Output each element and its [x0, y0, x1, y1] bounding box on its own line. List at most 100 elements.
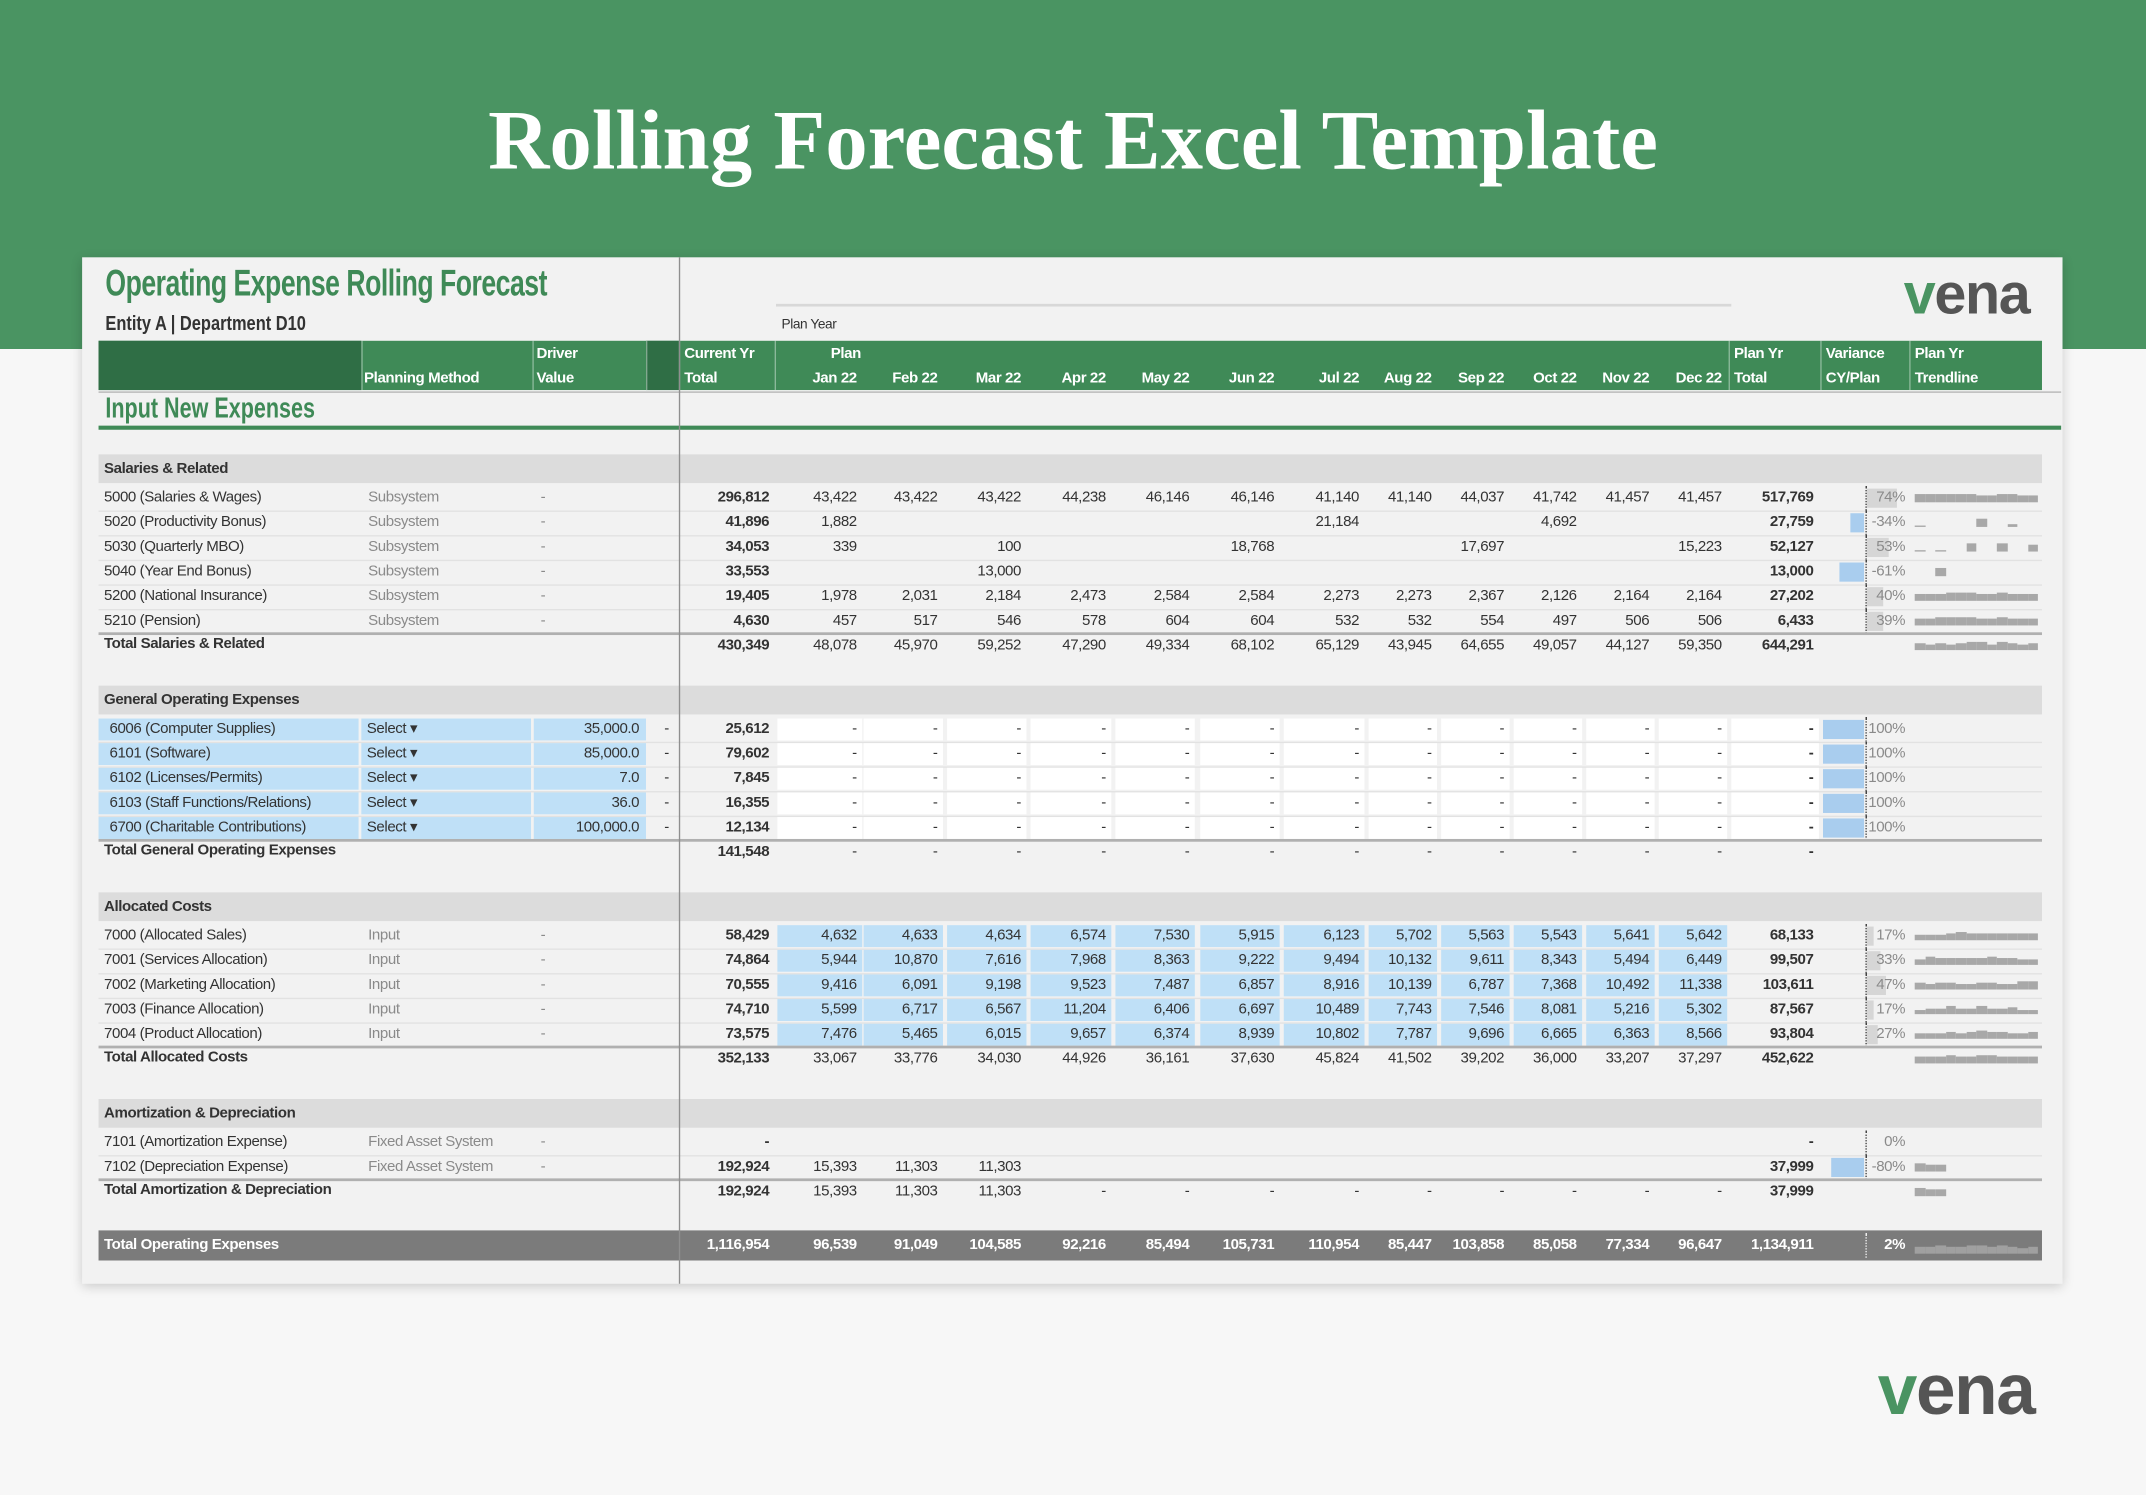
sparkline-bar — [1924, 494, 1936, 503]
month-value: 2,164 — [1613, 587, 1650, 605]
sparkline-bar — [1996, 593, 2008, 601]
sparkline-bar — [1986, 957, 1997, 965]
month-cell — [1368, 817, 1438, 839]
month-cell — [947, 925, 1027, 948]
planning-method: Subsystem — [368, 489, 439, 506]
month-cell — [1200, 743, 1280, 766]
sparkline-bar — [1976, 982, 1987, 990]
month-cell — [1283, 767, 1365, 790]
column-header: Variance — [1825, 345, 1885, 363]
month-value: - — [1269, 720, 1275, 738]
month-value: - — [1426, 794, 1432, 811]
plan-total: 13,000 — [1769, 563, 1814, 580]
month-cell — [947, 949, 1027, 972]
plan-total: 37,999 — [1769, 1158, 1814, 1175]
input-cell — [98, 767, 359, 790]
group-title: General Operating Expenses — [104, 691, 300, 709]
month-value: 4,632 — [821, 927, 857, 944]
month-total: - — [1499, 843, 1505, 861]
month-value: 10,870 — [893, 951, 938, 969]
planning-method: Input — [368, 1001, 400, 1018]
sparkline-bar — [1986, 1008, 1997, 1015]
logo: vena — [1903, 261, 2031, 326]
month-total: 77,334 — [1605, 1236, 1650, 1253]
sparkline-bar — [1935, 593, 1946, 601]
sparkline-bar — [1924, 594, 1936, 601]
sparkline-bar — [1976, 1006, 1987, 1015]
total-label: Total Amortization & Depreciation — [104, 1181, 332, 1199]
plan-year-rule — [776, 303, 1732, 307]
sparkline-bar — [1935, 958, 1946, 965]
month-value: 532 — [1335, 612, 1360, 629]
month-header: Nov 22 — [1602, 370, 1650, 387]
month-value: 5,915 — [1238, 927, 1275, 944]
month-total: 34,030 — [977, 1050, 1021, 1067]
month-value: 41,457 — [1678, 489, 1722, 506]
month-cell — [863, 974, 943, 997]
month-cell — [1586, 718, 1655, 741]
input-cell — [533, 718, 646, 741]
row-rule — [98, 973, 2042, 975]
month-total: 41,502 — [1387, 1050, 1432, 1067]
month-cell — [1283, 974, 1365, 997]
month-value: - — [1717, 720, 1722, 738]
sparkline-bar — [1935, 934, 1946, 941]
month-total: - — [1354, 843, 1360, 861]
month-value: - — [1269, 769, 1275, 787]
month-value: - — [932, 819, 938, 836]
sparkline-bar — [1976, 642, 1987, 651]
month-value: - — [1354, 745, 1360, 762]
current-year-total: 192,924 — [717, 1158, 770, 1175]
plan-total: - — [1808, 745, 1814, 762]
month-total: 47,290 — [1062, 637, 1106, 654]
month-value: 2,473 — [1070, 587, 1106, 605]
month-cell — [777, 743, 863, 766]
sheet-title: Operating Expense Rolling Forecast — [105, 262, 547, 304]
month-value: 2,584 — [1238, 587, 1275, 605]
sparkline-bar — [1966, 494, 1977, 503]
current-year-total: 430,349 — [717, 637, 770, 654]
month-value: 5,944 — [821, 951, 857, 969]
header-separator — [361, 340, 363, 391]
month-total: 85,058 — [1533, 1236, 1577, 1253]
header-separator — [1728, 340, 1730, 391]
month-value: 7,968 — [1070, 951, 1106, 969]
variance-bar — [1823, 793, 1865, 813]
sparkline-bar — [2007, 1007, 2018, 1015]
month-cell — [1658, 949, 1728, 972]
row-rule — [98, 741, 2042, 744]
month-value: - — [1644, 819, 1650, 836]
month-value: 6,406 — [1153, 1001, 1190, 1018]
month-cell — [947, 999, 1027, 1021]
month-value: 15,223 — [1678, 538, 1722, 555]
current-year-total: 141,548 — [717, 843, 770, 861]
sparkline-bar — [1966, 641, 1977, 651]
group-title: Amortization & Depreciation — [104, 1105, 296, 1122]
month-value: - — [1269, 794, 1275, 811]
month-cell — [947, 767, 1027, 790]
sparkline-bar — [1986, 644, 1997, 651]
month-cell — [1658, 925, 1728, 948]
sparkline-bar — [2027, 494, 2038, 503]
month-value: 41,457 — [1605, 489, 1650, 506]
month-cell — [1030, 792, 1112, 815]
plan-cell — [1731, 767, 1819, 790]
month-value: 6,787 — [1468, 976, 1505, 993]
month-value: 10,489 — [1315, 1001, 1360, 1018]
variance-bar — [1866, 1000, 1874, 1020]
sparkline-bar — [1955, 494, 1967, 503]
month-cell — [1368, 974, 1438, 997]
month-cell — [1030, 999, 1112, 1021]
month-cell — [863, 949, 943, 972]
sparkline-bar — [2027, 618, 2038, 626]
month-value: - — [852, 794, 857, 811]
month-cell — [777, 974, 863, 997]
input-cell — [361, 718, 532, 741]
sparkline-bar — [1945, 1246, 1956, 1254]
sheet-subtitle: Entity A | Department D10 — [105, 312, 306, 336]
driver-value: 36.0 — [611, 794, 640, 811]
month-value: - — [1717, 794, 1722, 811]
planning-method: Select ▾ — [366, 794, 418, 811]
month-cell — [777, 999, 863, 1021]
month-value: - — [1184, 819, 1190, 836]
